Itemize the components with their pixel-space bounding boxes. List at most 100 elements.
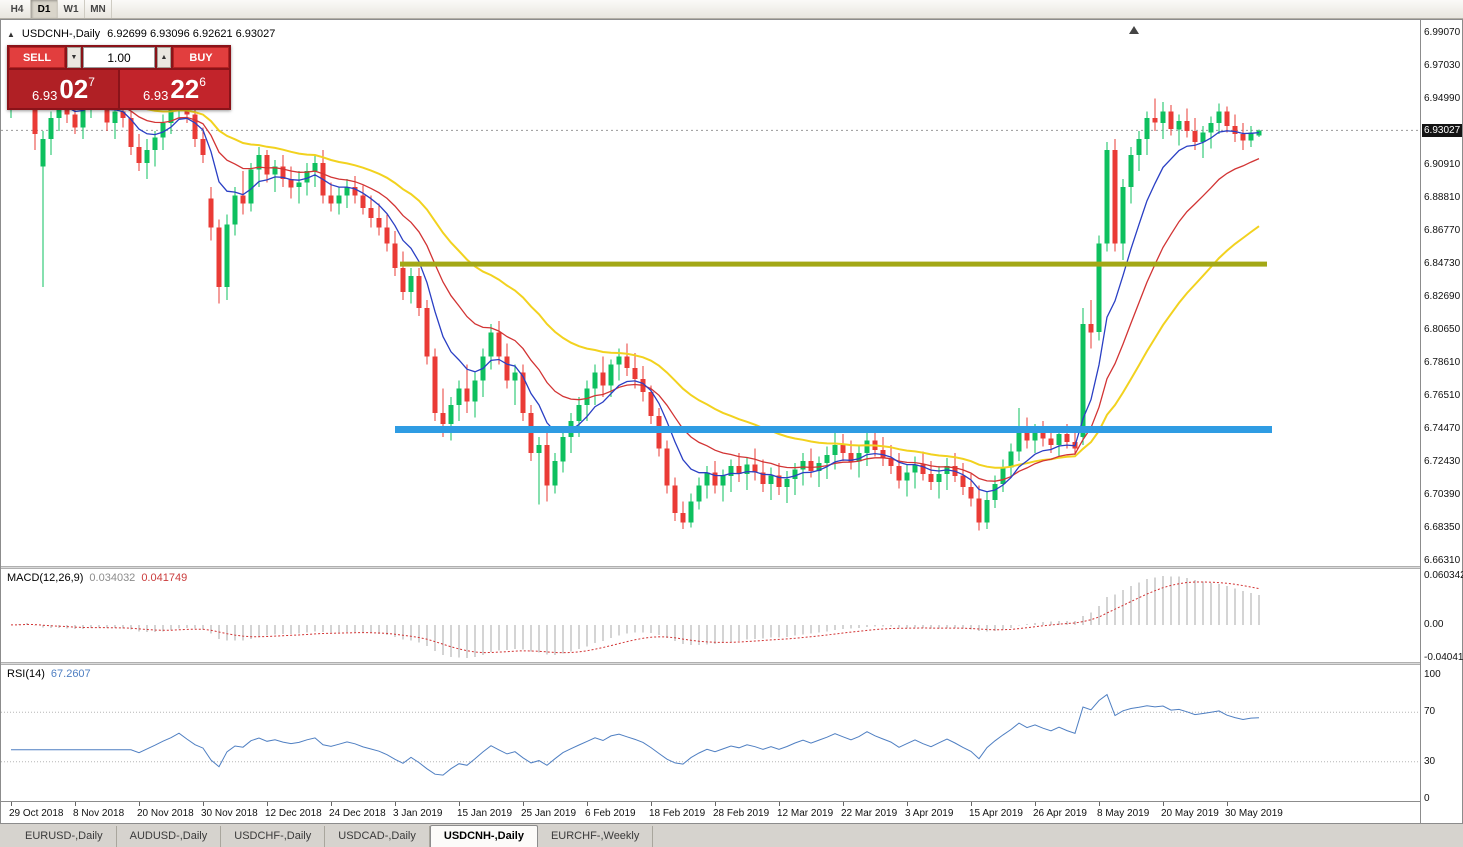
price-axis-label: 6.86770 [1424, 225, 1461, 236]
date-axis-label: 6 Feb 2019 [585, 808, 636, 819]
date-axis-label: 24 Dec 2018 [329, 808, 386, 819]
date-axis-label: 18 Feb 2019 [649, 808, 706, 819]
date-axis-label: 28 Feb 2019 [713, 808, 770, 819]
rsi-axis-label: 0 [1424, 793, 1430, 804]
date-axis-label: 25 Jan 2019 [521, 808, 577, 819]
volume-decrease-button[interactable]: ▼ [67, 47, 81, 68]
timeframe-button-h4[interactable]: H4 [4, 0, 31, 18]
pane-splitter-rsi[interactable] [1, 662, 1462, 665]
ma-line-slow [10, 85, 1260, 469]
date-axis-label: 26 Apr 2019 [1033, 808, 1087, 819]
rsi-indicator-chart[interactable] [1, 665, 1420, 801]
tab-audusd-daily[interactable]: AUDUSD-,Daily [117, 826, 222, 847]
candlestick-chart[interactable] [1, 20, 1420, 566]
date-axis-label: 30 Nov 2018 [201, 808, 258, 819]
tab-usdcnh-daily[interactable]: USDCNH-,Daily [429, 825, 538, 847]
time-axis-tick [459, 802, 460, 806]
date-axis-label: 15 Jan 2019 [457, 808, 513, 819]
macd-axis-label: 0.060342 [1424, 570, 1463, 581]
tab-eurusd-daily[interactable]: EURUSD-,Daily [12, 826, 117, 847]
date-axis-label: 3 Jan 2019 [393, 808, 443, 819]
macd-signal-value: 0.041749 [141, 572, 188, 584]
macd-axis-label: 0.00 [1424, 619, 1444, 630]
rsi-axis-label: 100 [1424, 669, 1441, 680]
macd-axis-label: -0.040413 [1424, 652, 1463, 663]
time-axis[interactable]: 29 Oct 2018 8 Nov 2018 20 Nov 2018 30 Nov 2… [1, 801, 1420, 823]
price-axis-label: 6.97030 [1424, 60, 1461, 71]
ma-line-fast [10, 78, 1260, 493]
rsi-line [11, 693, 1260, 776]
date-axis-label: 20 May 2019 [1161, 808, 1219, 819]
macd-histogram [18, 576, 1260, 658]
time-axis-tick [971, 802, 972, 806]
tab-usdchf-daily[interactable]: USDCHF-,Daily [221, 826, 326, 847]
spin-down-icon: ▼ [70, 54, 78, 61]
price-axis-label: 6.74470 [1424, 423, 1461, 434]
price-axis-label: 6.94990 [1424, 93, 1461, 104]
pane-splitter-macd[interactable] [1, 566, 1462, 569]
time-axis-tick [1163, 802, 1164, 806]
one-click-trading-panel: SELL ▼ ▲ BUY 6.93 02 7 6.93 22 6 [7, 45, 231, 110]
collapse-arrow-icon[interactable]: ▲ [7, 29, 15, 39]
horizontal-line-resistance[interactable] [400, 261, 1267, 267]
buy-price-big-digits: 22 [170, 74, 200, 104]
volume-input[interactable] [83, 47, 155, 68]
timeframe-button-w1[interactable]: W1 [58, 0, 85, 18]
horizontal-line-support[interactable] [395, 426, 1272, 433]
macd-label: MACD(12,26,9) 0.034032 0.041749 [7, 572, 187, 584]
ma-line-medium [10, 83, 1260, 482]
volume-increase-button[interactable]: ▲ [157, 47, 171, 68]
price-axis-label: 6.72430 [1424, 456, 1461, 467]
macd-indicator-chart[interactable] [1, 569, 1420, 662]
time-axis-tick [203, 802, 204, 806]
price-axis-label: 6.80650 [1424, 324, 1461, 335]
date-axis-label: 3 Apr 2019 [905, 808, 954, 819]
sell-price-display[interactable]: 6.93 02 7 [9, 70, 118, 108]
date-axis-label: 20 Nov 2018 [137, 808, 194, 819]
price-axis-label: 6.90910 [1424, 159, 1461, 170]
rsi-params-label: RSI(14) [7, 668, 45, 680]
macd-params-label: MACD(12,26,9) [7, 572, 84, 584]
rsi-value: 67.2607 [50, 668, 91, 680]
time-axis-tick [715, 802, 716, 806]
chart-tabs-bar: EURUSD-,Daily AUDUSD-,Daily USDCHF-,Daily U… [0, 824, 1463, 847]
time-axis-tick [779, 802, 780, 806]
sell-price-big-digits: 02 [59, 74, 89, 104]
time-axis-tick [651, 802, 652, 806]
time-axis-tick [11, 802, 12, 806]
time-axis-tick [1035, 802, 1036, 806]
timeframe-button-mn[interactable]: MN [85, 0, 112, 18]
sell-button[interactable]: SELL [9, 47, 65, 68]
buy-price-pip-digit: 6 [199, 75, 206, 89]
price-axis[interactable]: 6.99070 6.97030 6.94990 6.90910 6.88810 6.867… [1420, 20, 1463, 823]
date-axis-label: 22 Mar 2019 [841, 808, 898, 819]
price-axis-label: 6.68350 [1424, 522, 1461, 533]
macd-signal-line [10, 581, 1260, 654]
timeframe-toolbar: H4 D1 W1 MN [0, 0, 1463, 19]
tab-usdcad-daily[interactable]: USDCAD-,Daily [325, 826, 430, 847]
current-price-tag: 6.93027 [1422, 124, 1463, 137]
spin-up-icon: ▲ [160, 54, 168, 61]
chart-window: ▲ USDCNH-,Daily 6.92699 6.93096 6.92621 … [0, 19, 1463, 824]
chart-title: ▲ USDCNH-,Daily 6.92699 6.93096 6.92621 … [7, 28, 275, 40]
timeframe-button-d1[interactable]: D1 [31, 0, 58, 18]
time-axis-tick [843, 802, 844, 806]
sell-price-pip-digit: 7 [88, 75, 95, 89]
time-axis-tick [1227, 802, 1228, 806]
sell-price-prefix: 6.93 [32, 87, 58, 103]
tab-eurchf-weekly[interactable]: EURCHF-,Weekly [538, 826, 654, 847]
price-axis-label: 6.70390 [1424, 489, 1461, 500]
buy-price-display[interactable]: 6.93 22 6 [120, 70, 229, 108]
chart-symbol-label: USDCNH-,Daily [21, 28, 101, 40]
time-axis-tick [139, 802, 140, 806]
date-axis-label: 15 Apr 2019 [969, 808, 1023, 819]
time-axis-tick [267, 802, 268, 806]
rsi-axis-label: 30 [1424, 756, 1436, 767]
buy-button[interactable]: BUY [173, 47, 229, 68]
time-axis-tick [523, 802, 524, 806]
price-axis-label: 6.76510 [1424, 390, 1461, 401]
price-axis-label: 6.78610 [1424, 357, 1461, 368]
date-axis-label: 12 Mar 2019 [777, 808, 834, 819]
buy-price-prefix: 6.93 [143, 87, 169, 103]
